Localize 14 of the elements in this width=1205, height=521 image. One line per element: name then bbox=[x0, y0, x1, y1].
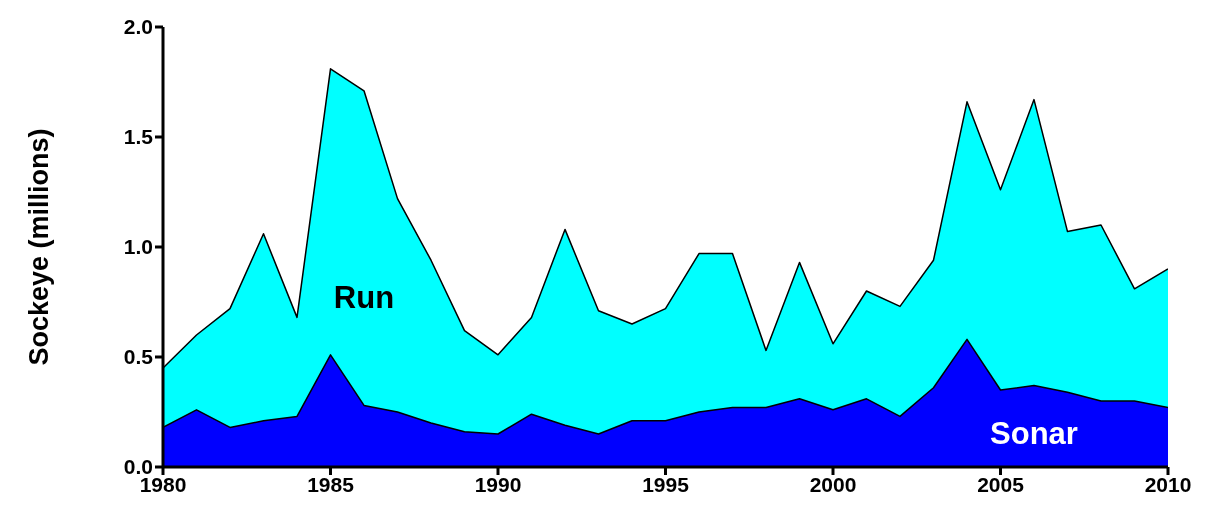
x-tick-label: 1985 bbox=[307, 472, 355, 496]
x-tick-label: 1990 bbox=[474, 472, 522, 496]
y-tick-label: 1.5 bbox=[123, 125, 154, 149]
y-axis-title: Sockeye (millions) bbox=[23, 128, 54, 366]
series-label: Sonar bbox=[990, 416, 1078, 453]
y-tick-label: 0.5 bbox=[123, 345, 154, 369]
x-tick-label: 2010 bbox=[1144, 472, 1192, 496]
x-tick-label: 2005 bbox=[977, 472, 1025, 496]
y-tick-label: 2.0 bbox=[123, 15, 153, 39]
y-tick-label: 0.0 bbox=[123, 455, 153, 479]
y-tick-label: 1.0 bbox=[123, 235, 153, 259]
x-tick-label: 2000 bbox=[809, 472, 857, 496]
series-label: Run bbox=[333, 279, 395, 316]
x-tick-label: 1995 bbox=[642, 472, 690, 496]
